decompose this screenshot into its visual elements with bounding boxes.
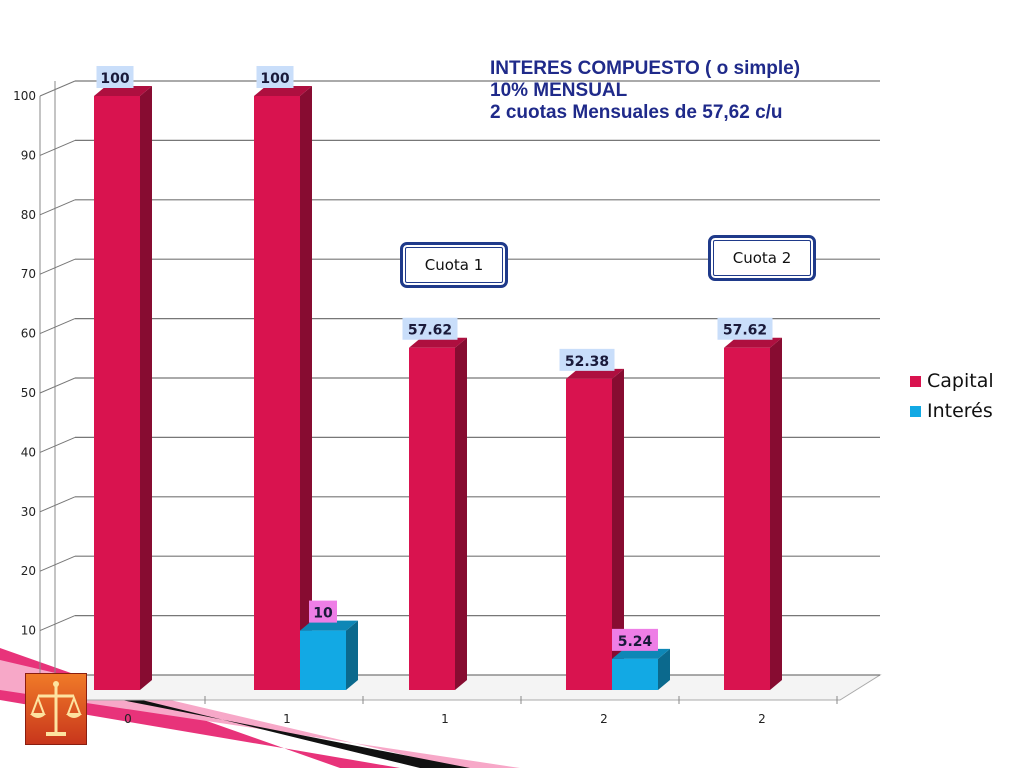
legend-swatch-interes xyxy=(910,405,921,417)
bar-capital-side xyxy=(455,337,467,690)
data-label-capital: 52.38 xyxy=(565,354,609,370)
bar-capital-side xyxy=(140,86,152,690)
bar-capital-side xyxy=(612,368,624,690)
legend-swatch-capital xyxy=(910,375,921,387)
x-tick-label: 2 xyxy=(600,712,608,726)
bar-capital-top xyxy=(724,337,782,348)
title-line-1: INTERES COMPUESTO ( o simple) xyxy=(490,58,801,79)
data-label-interes: 10 xyxy=(313,606,333,622)
y-tick-label: 30 xyxy=(21,505,36,519)
gridline-depth xyxy=(39,436,76,453)
data-label-capital: 57.62 xyxy=(723,323,767,339)
data-label-interes-bg xyxy=(309,600,337,623)
data-label-capital-bg xyxy=(96,66,134,88)
y-tick-label: 60 xyxy=(21,327,36,341)
y-tick-label: 10 xyxy=(21,624,36,638)
bar-interes xyxy=(300,630,346,690)
data-label-interes: 5.24 xyxy=(618,634,653,650)
data-label-capital-bg xyxy=(402,317,458,340)
gridline-depth xyxy=(39,377,76,394)
bar-capital-side xyxy=(770,337,782,690)
gridline-depth xyxy=(39,318,76,335)
callout-cuota-2: Cuota 2 xyxy=(708,235,816,281)
y-tick-label: 100 xyxy=(13,89,36,103)
legend-label-capital: Capital xyxy=(927,370,994,392)
data-label-interes-bg xyxy=(612,628,658,651)
gridline-depth xyxy=(39,555,76,572)
title-line-2: 10% MENSUAL xyxy=(490,80,628,101)
scales-icon xyxy=(30,681,82,736)
bar-interes-top xyxy=(612,648,670,659)
data-label-capital-bg xyxy=(256,66,294,88)
legend-label-interes: Interés xyxy=(927,400,993,422)
gridline-depth xyxy=(39,199,76,216)
data-label-capital-bg xyxy=(559,348,615,371)
gridline-depth xyxy=(39,80,76,97)
legend-item-interes: Interés xyxy=(910,396,994,426)
gridline-depth xyxy=(39,258,76,275)
data-label-capital: 100 xyxy=(100,71,129,87)
callout-cuota-1-label: Cuota 1 xyxy=(424,256,484,274)
bar-interes-top xyxy=(300,620,358,631)
bar-capital xyxy=(409,347,455,690)
title-line-3: 2 cuotas Mensuales de 57,62 c/u xyxy=(490,102,783,123)
bar-capital xyxy=(254,96,300,690)
gridline-depth xyxy=(39,615,76,632)
callout-cuota-1: Cuota 1 xyxy=(400,242,508,288)
data-label-capital-bg xyxy=(717,317,773,340)
scales-of-justice-logo xyxy=(25,673,87,745)
y-tick-label: 70 xyxy=(21,267,36,281)
y-tick-label: 20 xyxy=(21,564,36,578)
data-label-capital: 100 xyxy=(260,71,289,87)
legend-item-capital: Capital xyxy=(910,366,994,396)
bar-interes xyxy=(612,658,658,690)
bar-capital-top xyxy=(566,368,624,379)
bar-capital-side xyxy=(300,86,312,690)
bar-capital-top xyxy=(409,337,467,348)
callout-cuota-2-label: Cuota 2 xyxy=(732,249,792,267)
y-tick-label: 50 xyxy=(21,386,36,400)
bar-capital-top xyxy=(94,86,152,96)
gridline-depth xyxy=(39,496,76,513)
chart-title: INTERES COMPUESTO ( o simple) 10% MENSUA… xyxy=(490,58,800,124)
x-tick-label: 0 xyxy=(124,712,132,726)
y-tick-label: 80 xyxy=(21,208,36,222)
bar-interes-side xyxy=(346,620,358,690)
bar-capital xyxy=(724,347,770,690)
x-tick-label: 2 xyxy=(758,712,766,726)
legend: Capital Interés xyxy=(910,366,994,426)
gridline-depth xyxy=(39,139,76,156)
bar-capital-top xyxy=(254,86,312,96)
bar-capital xyxy=(566,378,612,690)
y-tick-label: 40 xyxy=(21,445,36,459)
bar-capital xyxy=(94,96,140,690)
y-tick-label: 90 xyxy=(21,148,36,162)
x-tick-label: 1 xyxy=(441,712,449,726)
data-label-capital: 57.62 xyxy=(408,323,452,339)
bar-interes-side xyxy=(658,648,670,690)
x-tick-label: 1 xyxy=(283,712,291,726)
